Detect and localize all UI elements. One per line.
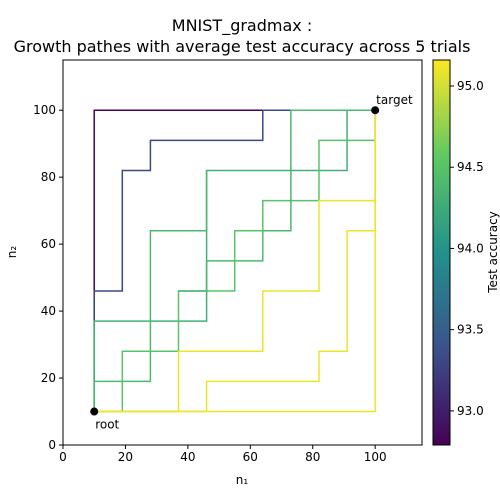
x-tick-label: 80 bbox=[305, 450, 320, 464]
y-tick-label: 0 bbox=[48, 438, 56, 452]
plot-frame bbox=[62, 59, 423, 446]
colorbar-tick-label: 94.0 bbox=[457, 241, 484, 255]
chart-title: Growth pathes with average test accuracy… bbox=[14, 37, 471, 56]
x-tick-label: 100 bbox=[364, 450, 387, 464]
y-tick-label: 60 bbox=[41, 237, 56, 251]
colorbar-tick-label: 93.0 bbox=[457, 404, 484, 418]
x-tick-label: 0 bbox=[59, 450, 67, 464]
colorbar-label: Test accuracy bbox=[486, 211, 500, 294]
x-tick-label: 60 bbox=[243, 450, 258, 464]
growth-path bbox=[93, 170, 208, 412]
point bbox=[371, 106, 380, 115]
colorbar-frame bbox=[432, 59, 451, 446]
colorbar-tick-label: 93.5 bbox=[457, 323, 484, 337]
y-tick-label: 40 bbox=[41, 304, 56, 318]
colorbar bbox=[433, 60, 450, 445]
x-axis-label: n₁ bbox=[236, 473, 249, 487]
growth-path bbox=[94, 110, 376, 413]
y-tick-label: 80 bbox=[41, 170, 56, 184]
point-label: target bbox=[376, 93, 413, 107]
y-tick-label: 20 bbox=[41, 371, 56, 385]
x-tick-label: 20 bbox=[118, 450, 133, 464]
growth-path bbox=[93, 109, 376, 412]
growth-path bbox=[94, 110, 376, 413]
growth-path bbox=[178, 109, 376, 292]
y-tick-label: 100 bbox=[33, 103, 56, 117]
point bbox=[90, 407, 99, 416]
y-axis-label: n₂ bbox=[5, 246, 19, 259]
growth-path bbox=[94, 110, 376, 413]
growth-path bbox=[94, 110, 376, 413]
point-label: root bbox=[95, 418, 119, 432]
x-tick-label: 40 bbox=[180, 450, 195, 464]
colorbar-tick-label: 95.0 bbox=[457, 79, 484, 93]
chart-title: MNIST_gradmax : bbox=[172, 16, 312, 36]
colorbar-tick-label: 94.5 bbox=[457, 160, 484, 174]
